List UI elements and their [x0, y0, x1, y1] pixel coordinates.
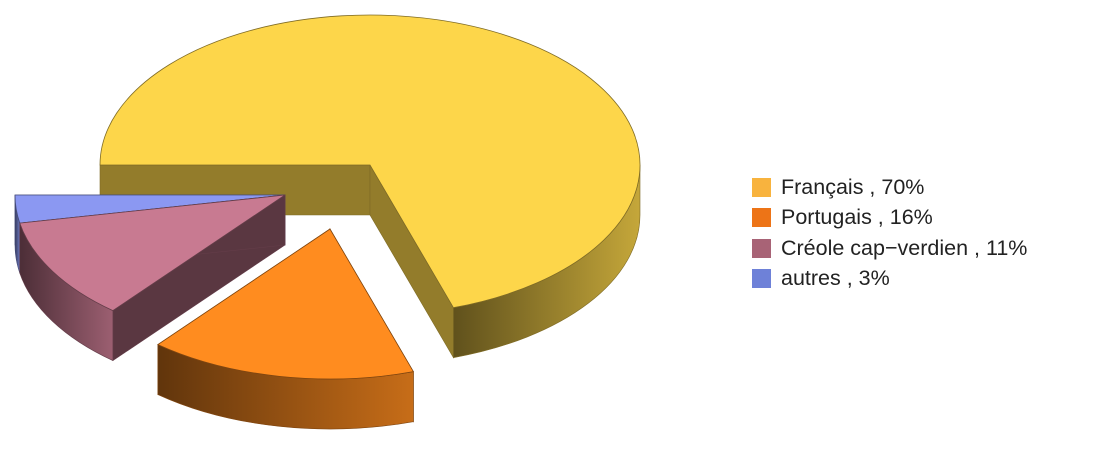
- legend-swatch-francais: [752, 177, 771, 197]
- slice-portugais-top: [157, 228, 415, 380]
- legend-label-portugais: Portugais , 16%: [781, 205, 933, 230]
- legend-label-autres: autres , 3%: [781, 266, 890, 291]
- legend-item-creole: Créole cap−verdien , 11%: [752, 233, 1027, 264]
- legend: Français , 70% Portugais , 16% Créole ca…: [752, 172, 1027, 294]
- legend-item-autres: autres , 3%: [752, 264, 1027, 295]
- slice-fran-ais-top: [99, 14, 641, 309]
- legend-label-francais: Français , 70%: [781, 174, 925, 199]
- slice-cr-ole-cap-verdien-top: [19, 194, 286, 312]
- pie-chart: [14, 14, 641, 430]
- legend-swatch-creole: [752, 238, 771, 258]
- slice-portugais: [157, 227, 415, 430]
- slice-cr-ole-cap-verdien: [19, 194, 286, 362]
- legend-swatch-autres: [752, 269, 771, 289]
- legend-item-francais: Français , 70%: [752, 172, 1027, 203]
- legend-label-creole: Créole cap−verdien , 11%: [781, 235, 1028, 260]
- legend-swatch-portugais: [752, 208, 771, 228]
- legend-item-portugais: Portugais , 16%: [752, 203, 1027, 234]
